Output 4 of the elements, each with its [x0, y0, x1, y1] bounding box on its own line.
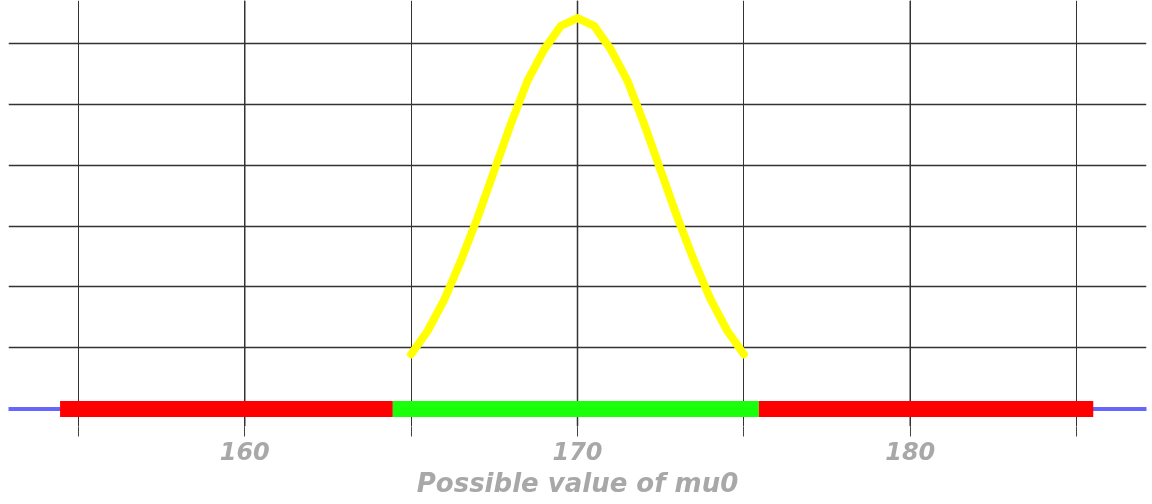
- x-tick-label: 170: [552, 437, 603, 466]
- x-tick-label: 180: [885, 437, 936, 466]
- x-tick-label: 160: [219, 437, 270, 466]
- x-axis-title: Possible value of mu0: [416, 467, 739, 498]
